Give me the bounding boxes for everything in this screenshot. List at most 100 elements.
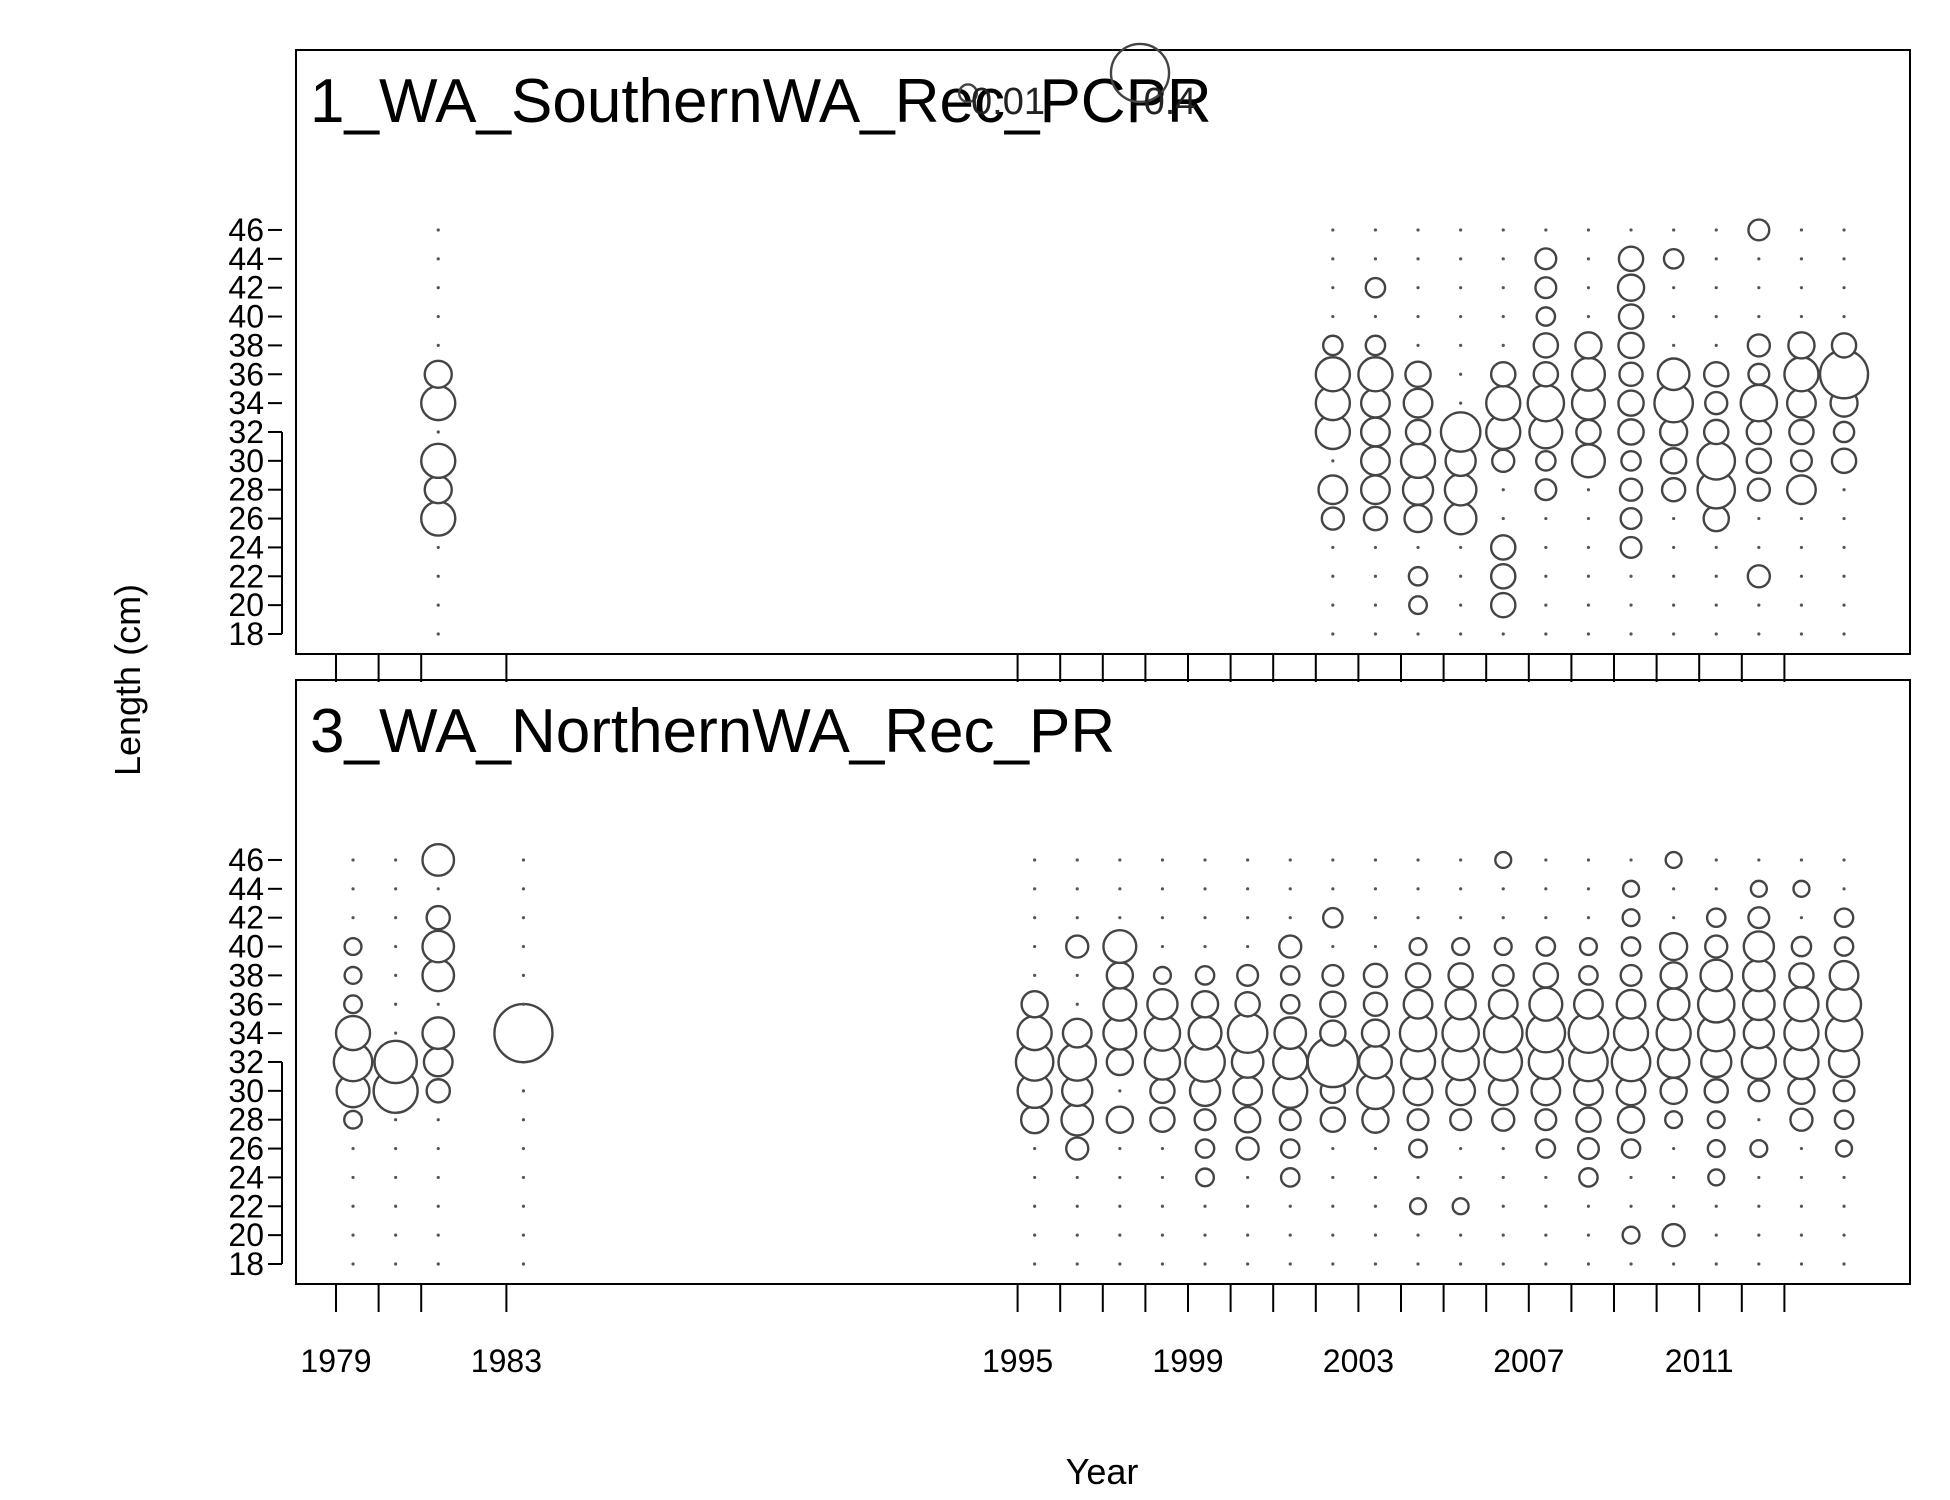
bubble-point: [1705, 907, 1727, 929]
bubble-point: [1532, 962, 1560, 989]
bubble-point: [1792, 879, 1811, 898]
zero-point: [394, 858, 398, 862]
bubble-point: [1788, 962, 1815, 989]
zero-point: [1033, 1204, 1037, 1208]
bubble-point: [1362, 991, 1389, 1018]
zero-point: [1586, 887, 1591, 891]
zero-point: [1160, 944, 1165, 949]
zero-point: [1799, 1262, 1804, 1266]
y-tick-label: 42: [228, 270, 264, 306]
y-tick-label: 20: [228, 587, 264, 623]
bubble-point: [1407, 565, 1429, 587]
zero-point: [521, 944, 526, 949]
zero-point: [1246, 1262, 1250, 1266]
bubble-point: [1618, 361, 1644, 388]
bubble-point: [1404, 418, 1432, 446]
zero-point: [1714, 286, 1718, 290]
bubble-point: [1789, 1107, 1814, 1132]
zero-point: [1544, 603, 1548, 607]
zero-point: [1842, 574, 1846, 578]
bubble-point: [1617, 245, 1645, 273]
y-tick-label: 30: [228, 443, 264, 479]
bubble-point: [1317, 474, 1349, 506]
bubble-point: [1746, 333, 1772, 358]
zero-point: [351, 916, 355, 920]
zero-point: [1714, 887, 1718, 891]
zero-point: [1373, 632, 1378, 636]
bubble-point: [1359, 416, 1391, 448]
bubble-point: [1491, 963, 1515, 987]
y-tick-label: 38: [228, 957, 264, 993]
zero-point: [1459, 401, 1463, 405]
zero-point: [1331, 1262, 1335, 1266]
zero-point: [1203, 916, 1207, 920]
bubble-point: [1408, 936, 1428, 957]
zero-point: [1757, 1175, 1761, 1180]
zero-point: [1799, 545, 1804, 550]
zero-point: [1075, 887, 1079, 891]
zero-point: [1459, 1146, 1463, 1151]
zero-point: [1288, 1233, 1292, 1237]
bubble-point: [1443, 501, 1478, 536]
bubble-point: [1149, 1077, 1176, 1105]
zero-point: [1246, 1175, 1250, 1180]
bubble-point: [1408, 1197, 1428, 1216]
panel-title: 1_WA_SouthernWA_Rec_PCPR: [310, 67, 1212, 136]
zero-point: [1203, 1233, 1207, 1237]
bubble-point: [1617, 418, 1645, 446]
zero-point: [1757, 1262, 1761, 1266]
bubble-point: [1617, 389, 1645, 417]
zero-point: [1416, 887, 1420, 891]
bubble-point: [1404, 360, 1432, 389]
zero-point: [1373, 944, 1378, 949]
bubble-point: [1451, 936, 1471, 957]
bubble-point: [1402, 1075, 1434, 1107]
zero-point: [1714, 228, 1718, 232]
bubble-point: [1401, 473, 1435, 506]
zero-point: [1033, 916, 1037, 920]
zero-point: [436, 1175, 440, 1180]
zero-point: [1160, 1233, 1165, 1237]
zero-point: [521, 1233, 526, 1237]
zero-point: [394, 973, 398, 978]
zero-point: [1459, 916, 1463, 920]
zero-point: [1459, 1175, 1463, 1180]
zero-point: [1118, 1233, 1122, 1237]
zero-point: [1672, 887, 1676, 891]
zero-point: [1373, 1175, 1378, 1180]
zero-point: [1672, 228, 1676, 232]
bubble-point: [1655, 1014, 1692, 1052]
bubble-point: [1619, 963, 1643, 987]
zero-point: [1459, 632, 1463, 636]
zero-point: [1799, 228, 1804, 232]
bubble-point: [1149, 1106, 1176, 1134]
zero-point: [1373, 257, 1378, 261]
zero-point: [521, 1146, 526, 1151]
zero-point: [351, 1204, 355, 1208]
bubble-point: [1747, 1079, 1771, 1103]
bubble-point: [1278, 1108, 1302, 1132]
size-legend: 0.01 0.4: [958, 42, 1196, 123]
bubble-point: [1659, 447, 1688, 475]
bubble-point: [1102, 928, 1138, 965]
zero-point: [1586, 286, 1591, 290]
bubble-point: [1656, 987, 1691, 1022]
x-tick-label: 1983: [471, 1343, 542, 1379]
zero-point: [1160, 1146, 1165, 1151]
bubble-point: [1664, 1110, 1684, 1130]
bubble-point: [1704, 390, 1729, 416]
zero-point: [1842, 516, 1846, 521]
panel-2: 3_WA_NorthernWA_Rec_PR 182022242628303234…: [228, 679, 1911, 1312]
zero-point: [1586, 858, 1591, 862]
zero-point: [1075, 1175, 1079, 1180]
zero-point: [1288, 1204, 1292, 1208]
zero-point: [1373, 603, 1378, 607]
bubble-point: [1612, 1014, 1650, 1052]
bubble-point: [1065, 934, 1090, 959]
bubble-point: [1061, 1017, 1093, 1049]
zero-point: [1586, 574, 1591, 578]
zero-point: [394, 1002, 398, 1006]
bubble-point: [1616, 273, 1646, 302]
zero-point: [1373, 858, 1378, 862]
bubble-point: [1745, 418, 1773, 446]
